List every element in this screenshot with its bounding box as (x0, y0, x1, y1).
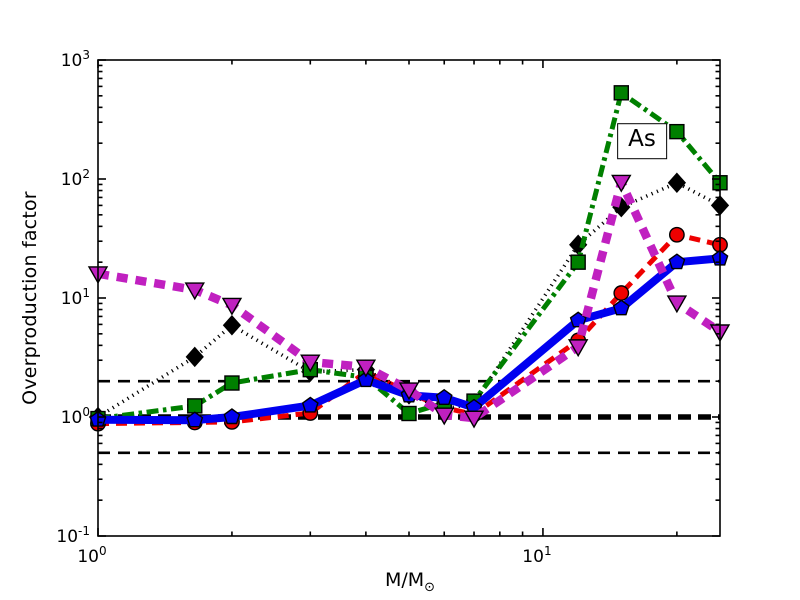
y-tick-label: 102 (61, 167, 90, 190)
series-magenta-dashed-triangles (87, 174, 731, 429)
circle-marker (668, 226, 685, 243)
square-marker (401, 405, 417, 422)
pentagon-marker (569, 311, 587, 328)
pentagon-marker (186, 411, 204, 428)
y-tick-label: 103 (61, 48, 90, 71)
triangle-down-marker (300, 354, 321, 373)
annotation-as: As (617, 123, 667, 159)
pentagon-marker (435, 388, 453, 405)
x-axis-label-main: M/M (384, 569, 425, 591)
square-marker (613, 85, 629, 101)
diamond-marker (222, 315, 242, 336)
pentagon-marker (612, 299, 630, 316)
y-tick-label: 100 (61, 405, 90, 428)
triangle-down-marker (567, 339, 589, 358)
triangle-down-marker (463, 410, 485, 429)
triangle-down-marker (666, 295, 688, 314)
sun-symbol: ⊙ (424, 580, 436, 595)
axis-ticks (97, 59, 720, 537)
triangle-down-marker (398, 382, 420, 401)
circle-marker (613, 285, 630, 301)
square-marker (669, 123, 685, 140)
y-tick-label: 101 (61, 286, 90, 309)
pentagon-marker (357, 371, 375, 388)
pentagon-marker (301, 396, 319, 413)
x-tick-label: 100 (77, 544, 106, 567)
square-marker (224, 375, 240, 391)
x-tick-label: 101 (522, 544, 551, 567)
pentagon-marker (668, 253, 686, 270)
series-line-magenta-dashed-triangles (97, 177, 723, 423)
square-marker (570, 254, 586, 270)
y-tick-label: 10-1 (56, 524, 90, 547)
triangle-down-marker (221, 297, 243, 316)
diamond-marker (667, 172, 687, 194)
x-axis-label: M/M⊙ (385, 569, 435, 595)
triangle-down-marker (184, 282, 205, 301)
square-marker (187, 398, 203, 414)
pentagon-marker (223, 408, 241, 425)
y-axis-label: Overproduction factor (19, 191, 41, 405)
triangle-down-marker (611, 174, 632, 193)
diamond-marker (185, 346, 204, 368)
triangle-down-marker (355, 359, 377, 378)
triangle-down-marker (434, 407, 455, 426)
